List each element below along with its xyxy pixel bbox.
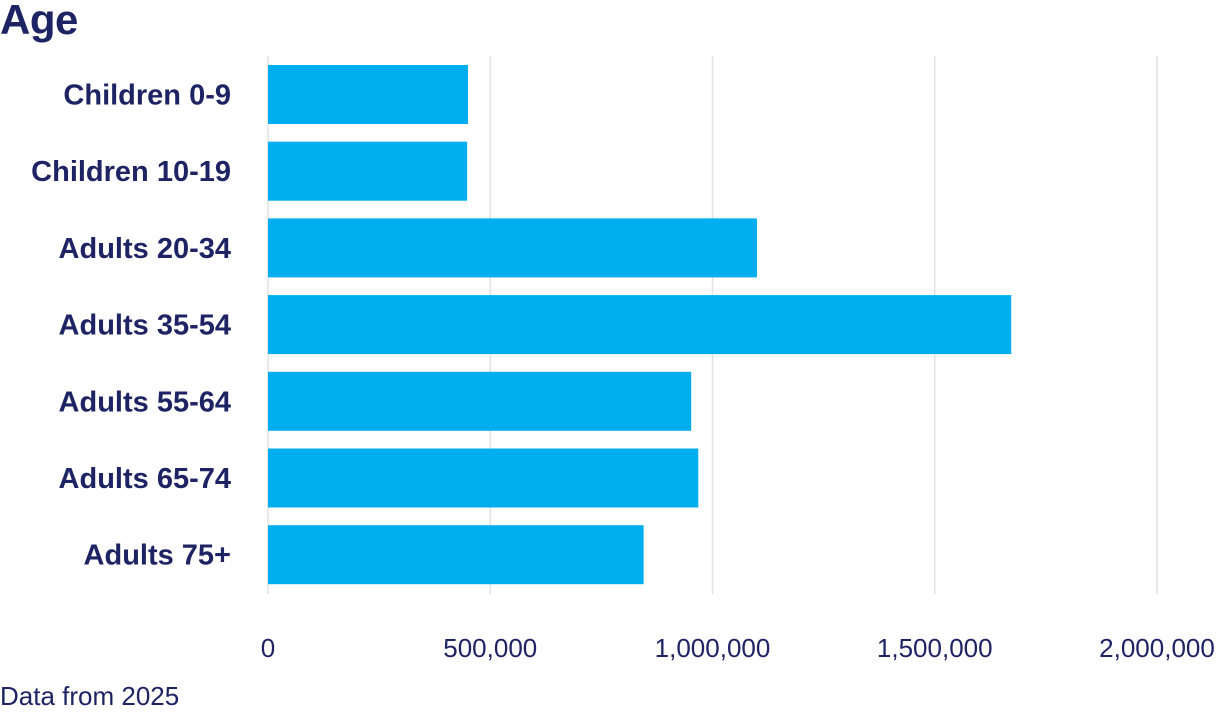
category-label: Adults 75+ (84, 540, 231, 572)
x-tick-label: 500,000 (443, 633, 537, 663)
x-tick-label: 0 (261, 633, 275, 663)
x-tick-label: 1,000,000 (655, 633, 771, 663)
bar (268, 141, 468, 201)
category-label: Adults 65-74 (59, 463, 231, 495)
category-labels: Children 0-9 Children 10-19 Adults 20-34 Ad… (31, 80, 231, 572)
category-label: Children 10-19 (31, 156, 231, 188)
category-label: Adults 20-34 (59, 233, 231, 265)
x-tick-label: 2,000,000 (1099, 633, 1215, 663)
chart-title: Age (0, 0, 78, 43)
source-note: Data from 2025 (0, 681, 180, 711)
bars (268, 65, 1012, 585)
x-tick-label: 1,500,000 (877, 633, 993, 663)
bar (268, 448, 699, 508)
bar (268, 295, 1012, 355)
category-label: Adults 35-54 (59, 310, 231, 342)
bar (268, 65, 469, 124)
bar (268, 371, 692, 431)
category-label: Children 0-9 (63, 80, 231, 112)
x-tick-labels: 0 500,000 1,000,000 1,500,000 2,000,000 (261, 633, 1215, 663)
bar (268, 218, 757, 278)
category-label: Adults 55-64 (59, 386, 231, 418)
bar (268, 525, 644, 585)
